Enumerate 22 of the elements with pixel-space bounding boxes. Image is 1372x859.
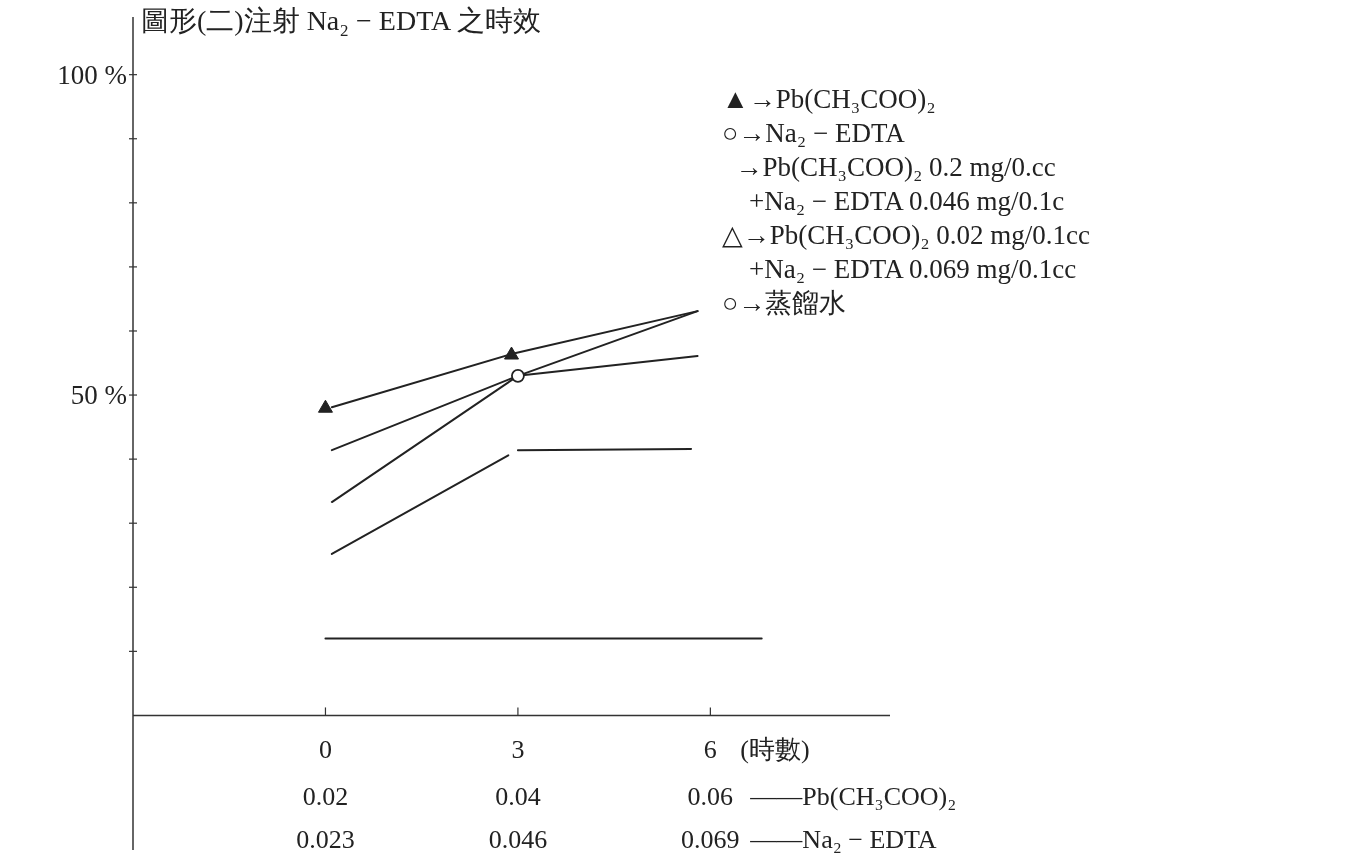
annotation: ○→蒸餾水 <box>722 288 847 318</box>
annotation: ——Pb(CH₃COO)₂ <box>749 782 957 811</box>
x-tick-label: 6 <box>703 735 717 764</box>
annotation: 0.02 <box>302 782 349 811</box>
x-axis-title: (時數) <box>740 735 810 764</box>
annotation: ——Na₂ − EDTA <box>749 825 937 854</box>
annotation: →Pb(CH₃COO)₂ 0.2 mg/0.cc <box>722 152 1056 182</box>
annotation: +Na₂ − EDTA 0.069 mg/0.1cc <box>722 254 1077 284</box>
annotation: ▲→Pb(CH₃COO)₂ <box>722 84 936 114</box>
annotation: 0.06 <box>687 782 734 811</box>
annotation: 0.069 <box>681 825 740 854</box>
annotation: 0.046 <box>488 825 548 854</box>
annotation: +Na₂ − EDTA 0.046 mg/0.1c <box>722 186 1065 216</box>
y-tick-label: 100 % <box>57 59 127 90</box>
chart-title: 圖形(二)注射 Na₂ − EDTA 之時效 <box>141 5 541 36</box>
annotation: △→Pb(CH₃COO)₂ 0.02 mg/0.1cc <box>722 220 1091 250</box>
y-tick-label: 50 % <box>70 380 127 411</box>
annotation: ○→Na₂ − EDTA <box>722 118 906 148</box>
annotation: 0.023 <box>296 825 355 854</box>
annotation: 0.04 <box>495 782 541 811</box>
x-tick-label: 0 <box>318 735 332 764</box>
x-tick-label: 3 <box>511 735 525 764</box>
